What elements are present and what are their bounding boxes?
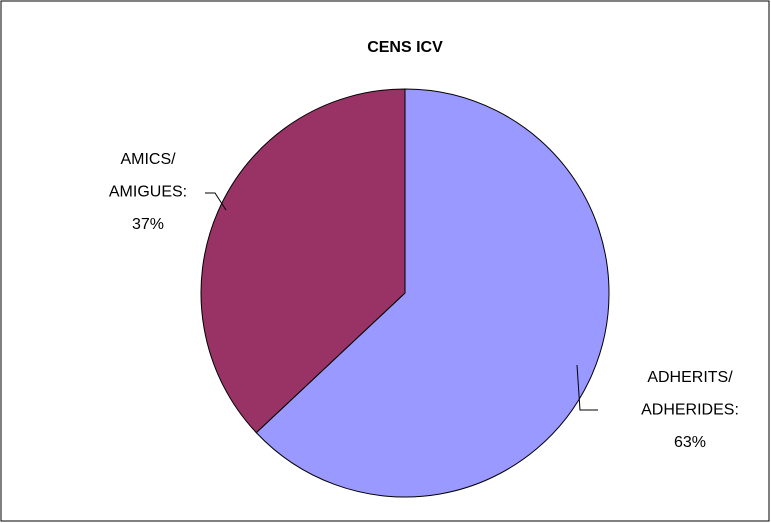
slice-label: AMIGUES:: [109, 184, 187, 201]
slice-value-label: 63%: [674, 434, 706, 451]
slice-value-label: 37%: [132, 216, 164, 233]
pie-slice: [200, 88, 406, 434]
leader-line: [576, 364, 598, 411]
pie-slice: [255, 88, 610, 498]
slice-label: ADHERIDES:: [641, 402, 739, 419]
slice-label: ADHERITS/: [647, 369, 733, 386]
chart-title: CENS ICV: [367, 39, 443, 56]
slice-label: AMICS/: [120, 151, 176, 168]
leader-line: [205, 192, 227, 211]
